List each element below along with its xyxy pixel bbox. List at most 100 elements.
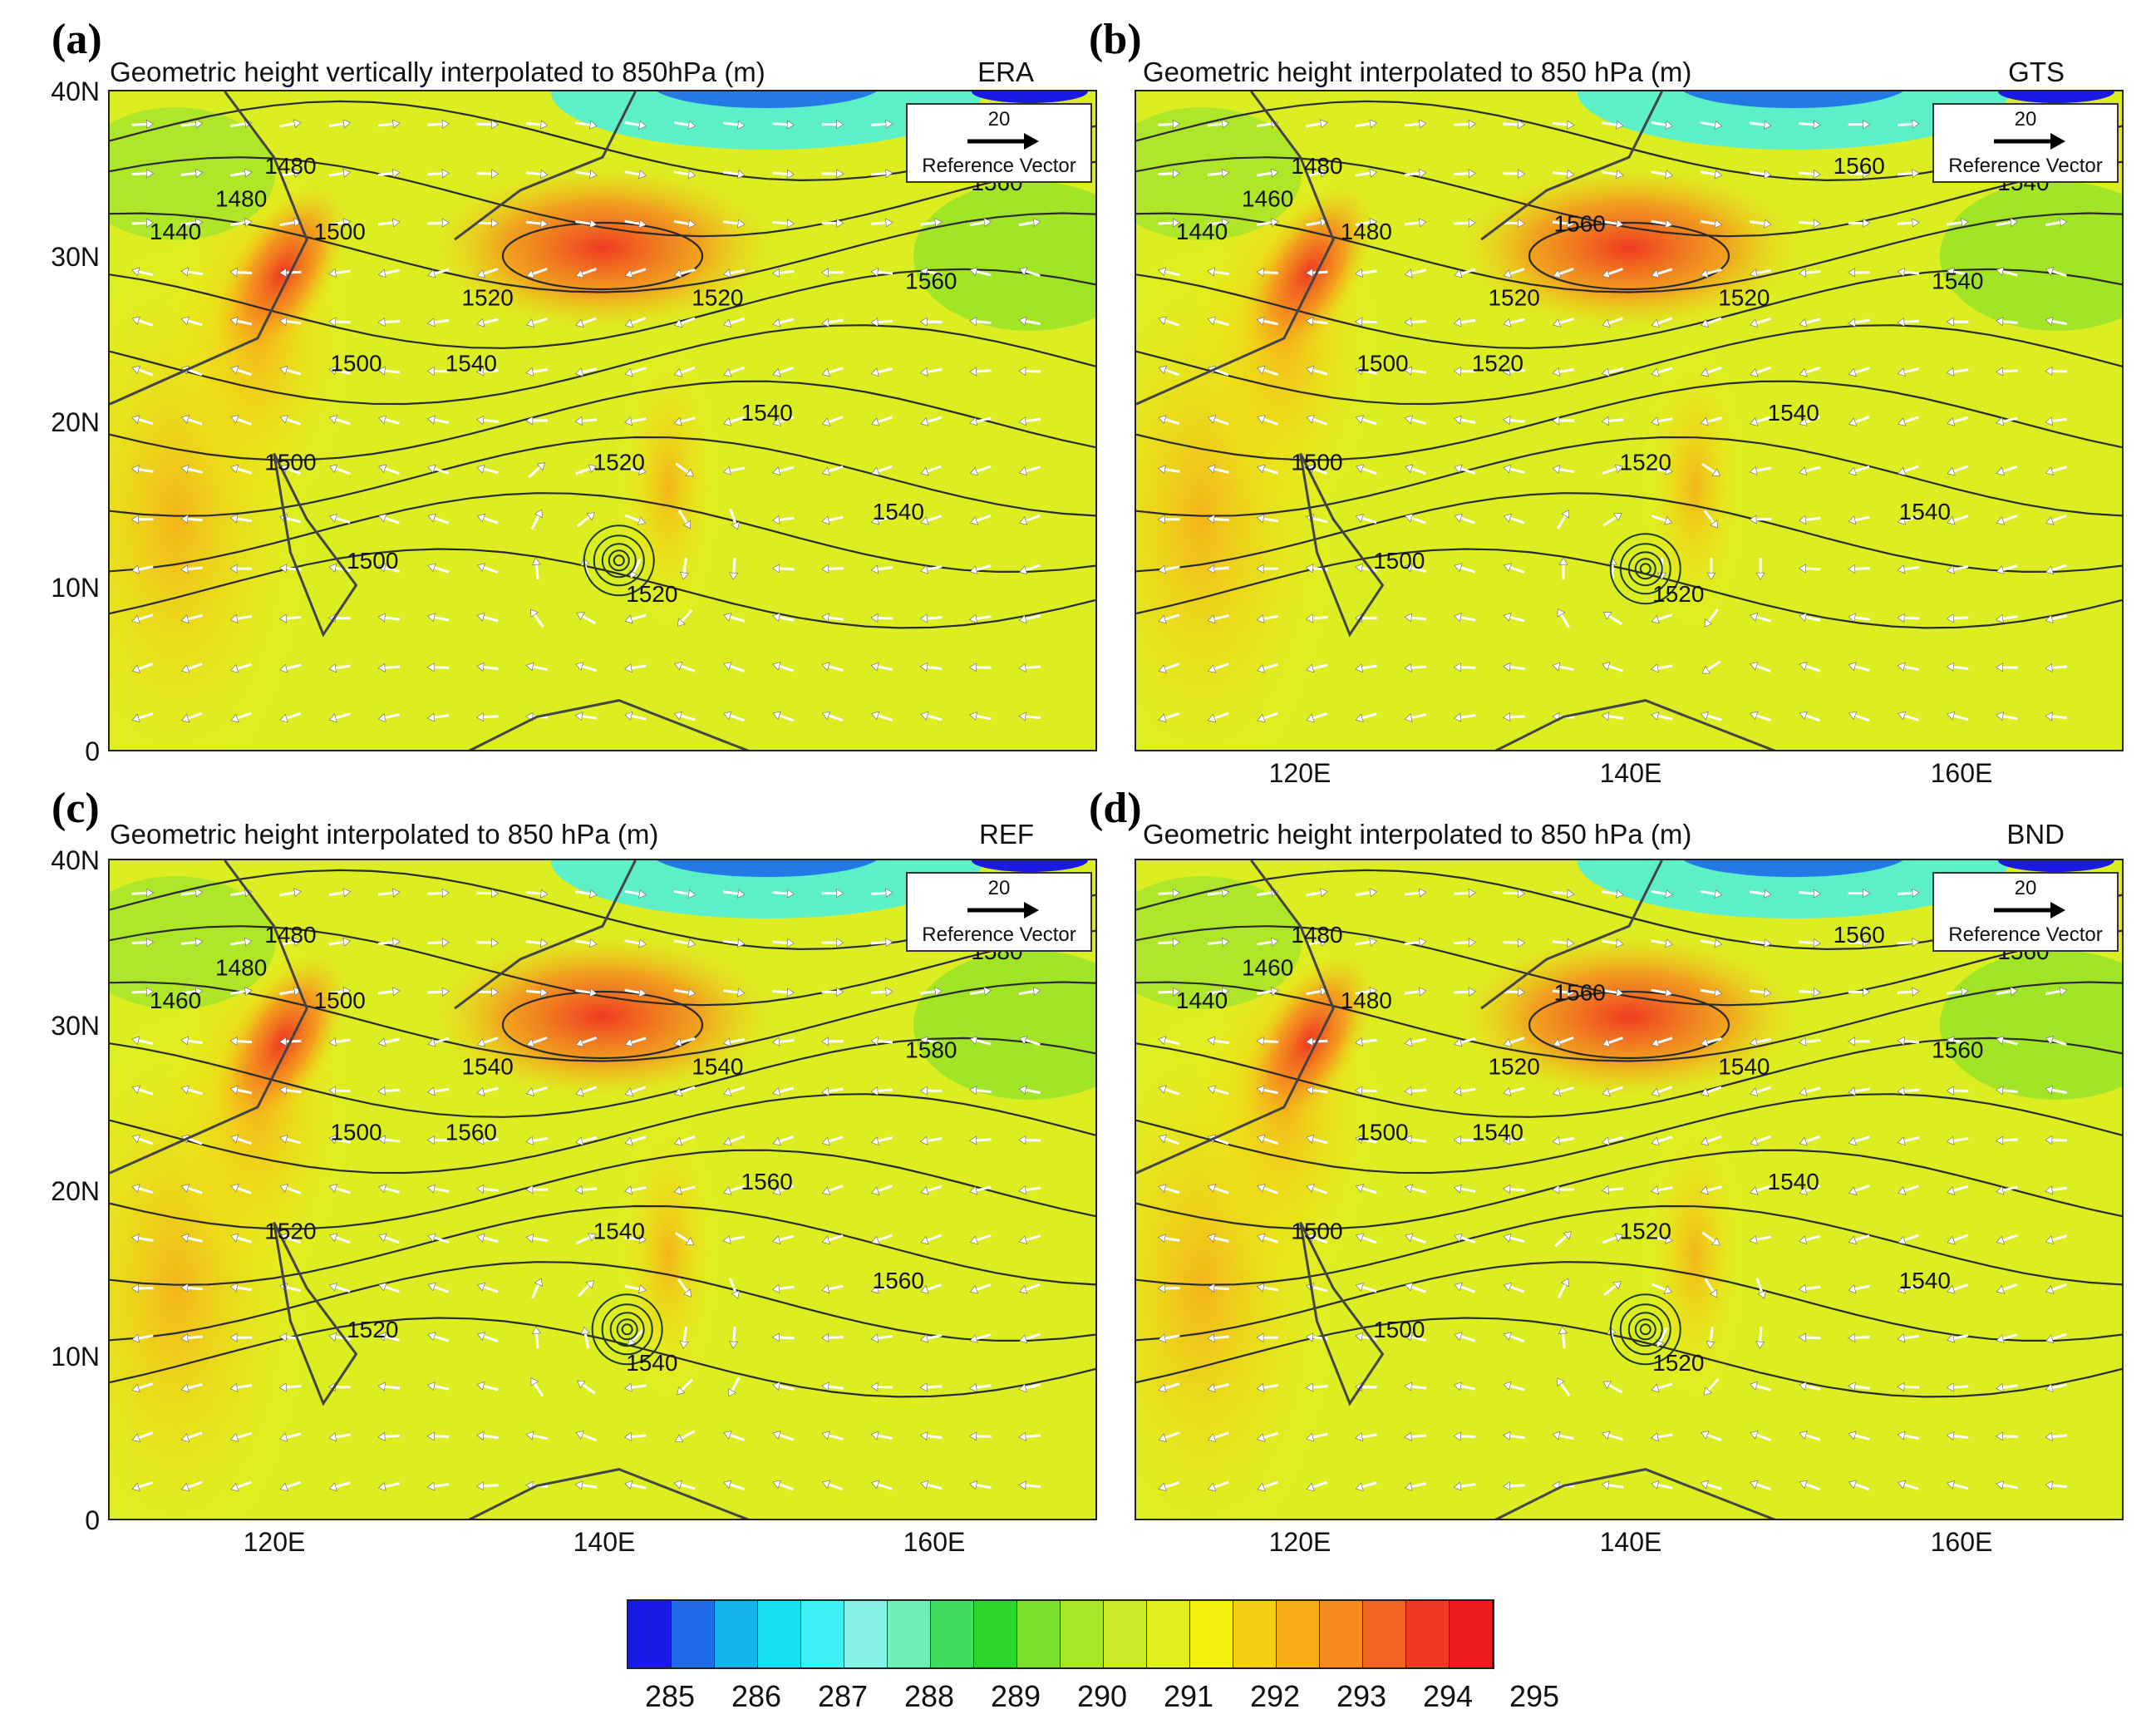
contour-label: 1500 xyxy=(347,548,398,574)
panel-source: REF xyxy=(979,819,1034,850)
reference-vector-label: Reference Vector xyxy=(1948,923,2103,946)
contour-label: 1520 xyxy=(461,284,513,310)
reference-vector-label: Reference Vector xyxy=(922,923,1076,946)
contour-label: 1520 xyxy=(347,1317,398,1342)
panel-title: Geometric height vertically interpolated… xyxy=(110,57,765,87)
lon-label: 160E xyxy=(903,1527,966,1557)
panel-label: (d) xyxy=(1089,785,1142,832)
map-area: 1440 1460 1480 1480 1500 1500 1500 1520 1520 1520… xyxy=(1135,859,2124,1520)
colorbar-cell xyxy=(1363,1601,1406,1667)
colorbar-cell xyxy=(1190,1601,1233,1667)
colorbar-cell xyxy=(1233,1601,1277,1667)
contour-label: 1500 xyxy=(1373,1317,1425,1342)
panel-label: (c) xyxy=(52,785,100,832)
panel-title: Geometric height interpolated to 850 hPa… xyxy=(1143,819,1692,850)
reference-arrow-icon xyxy=(1994,902,2065,919)
map-svg: 1460 1480 1480 1500 1500 1520 1520 1540 1540 1540… xyxy=(110,860,1095,1519)
contour-label: 1560 xyxy=(1834,153,1885,179)
contour-label: 1500 xyxy=(330,351,381,377)
map-svg: 1440 1460 1480 1480 1500 1500 1500 1520 1520 1520… xyxy=(1136,91,2122,750)
contour-label: 1480 xyxy=(215,955,267,981)
contour-label: 1540 xyxy=(1768,1169,1819,1194)
contour-label: 1520 xyxy=(264,1218,316,1244)
panel-a: (a) Geometric height vertically interpol… xyxy=(0,0,1097,790)
lat-label: 0 xyxy=(85,736,100,766)
colorbar-label: 291 xyxy=(1163,1679,1214,1713)
colorbar-cell xyxy=(974,1601,1017,1667)
contour-label: 1520 xyxy=(1488,1053,1539,1079)
panel-label: (a) xyxy=(52,16,102,63)
contour-label: 1500 xyxy=(1291,1218,1342,1244)
reference-vector-label: Reference Vector xyxy=(922,155,1076,177)
contour-label: 1480 xyxy=(1291,922,1342,948)
reference-vector-label: Reference Vector xyxy=(1948,155,2103,177)
panel-title: Geometric height interpolated to 850 hPa… xyxy=(110,819,659,850)
contour-label: 1560 xyxy=(1554,979,1606,1005)
contour-label: 1540 xyxy=(1768,400,1819,426)
contour-label: 1500 xyxy=(1356,351,1408,377)
contour-label: 1460 xyxy=(1242,186,1293,212)
contour-label: 1500 xyxy=(314,988,366,1013)
contour-label: 1520 xyxy=(1472,351,1523,377)
contour-label: 1540 xyxy=(741,400,793,426)
contour-label: 1520 xyxy=(1652,581,1704,607)
contour-label: 1540 xyxy=(692,1053,743,1079)
contour-label: 1560 xyxy=(1554,210,1606,236)
lon-label: 120E xyxy=(243,1527,306,1557)
colorbar-label: 285 xyxy=(644,1679,696,1713)
reference-vector-box: 20 Reference Vector xyxy=(1932,872,2119,952)
colorbar-labels: 285 286 287 288 289 290 291 292 293 294 295 xyxy=(627,1679,1559,1713)
contour-label: 1500 xyxy=(314,219,366,244)
contour-label: 1520 xyxy=(692,284,743,310)
colorbar-cell xyxy=(758,1601,801,1667)
contour-label: 1540 xyxy=(445,351,497,377)
lat-label: 40N xyxy=(51,845,100,875)
contour-label: 1520 xyxy=(593,449,645,475)
lat-label: 10N xyxy=(51,1342,100,1372)
contour-label: 1560 xyxy=(445,1120,497,1145)
reference-vector-value: 20 xyxy=(2014,877,2037,899)
contour-label: 1540 xyxy=(626,1350,677,1376)
reference-arrow-icon xyxy=(1994,133,2065,150)
colorbar-label: 287 xyxy=(817,1679,869,1713)
colorbar-label: 292 xyxy=(1249,1679,1301,1713)
reference-vector-value: 20 xyxy=(987,108,1011,131)
lon-label: 120E xyxy=(1268,758,1332,788)
contour-label: 1560 xyxy=(1834,922,1885,948)
contour-label: 1500 xyxy=(1373,548,1425,574)
contour-label: 1520 xyxy=(1652,1350,1704,1376)
reference-vector-value: 20 xyxy=(987,877,1011,899)
contour-label: 1560 xyxy=(741,1169,793,1194)
lat-label: 10N xyxy=(51,573,100,603)
colorbar-cell xyxy=(1277,1601,1320,1667)
colorbar-cell xyxy=(1147,1601,1190,1667)
contour-label: 1540 xyxy=(1899,499,1951,525)
contour-label: 1560 xyxy=(1932,1037,1983,1063)
reference-vector-box: 20 Reference Vector xyxy=(906,872,1092,952)
contour-label: 1500 xyxy=(1356,1120,1408,1145)
colorbar-cell xyxy=(801,1601,844,1667)
map-svg: 1440 1460 1480 1480 1500 1500 1500 1520 1520 1520… xyxy=(1136,860,2122,1519)
contour-label: 1480 xyxy=(1341,988,1392,1013)
colorbar xyxy=(627,1599,1494,1669)
contour-label: 1520 xyxy=(1718,284,1770,310)
lat-label: 0 xyxy=(85,1505,100,1535)
map-svg: 1440 1480 1480 1500 1500 1500 1500 1520 1520 1520… xyxy=(110,91,1095,750)
colorbar-label: 294 xyxy=(1422,1679,1474,1713)
contour-label: 1520 xyxy=(626,581,677,607)
colorbar-label: 290 xyxy=(1076,1679,1128,1713)
map-area: 1440 1460 1480 1480 1500 1500 1500 1520 1520 1520… xyxy=(1135,90,2124,751)
colorbar-cell xyxy=(672,1601,715,1667)
contour-label: 1440 xyxy=(1176,988,1228,1013)
contour-label: 1480 xyxy=(264,922,316,948)
colorbar-label: 295 xyxy=(1509,1679,1560,1713)
contour-label: 1520 xyxy=(1620,449,1671,475)
panel-label: (b) xyxy=(1089,16,1142,63)
reference-arrow-icon xyxy=(967,133,1039,150)
contour-label: 1540 xyxy=(1899,1268,1951,1293)
map-area: 1460 1480 1480 1500 1500 1520 1520 1540 1540 1540… xyxy=(108,859,1097,1520)
colorbar-label: 288 xyxy=(903,1679,955,1713)
lat-label: 40N xyxy=(51,76,100,106)
contour-label: 1540 xyxy=(1472,1120,1523,1145)
contour-label: 1460 xyxy=(1242,955,1293,981)
